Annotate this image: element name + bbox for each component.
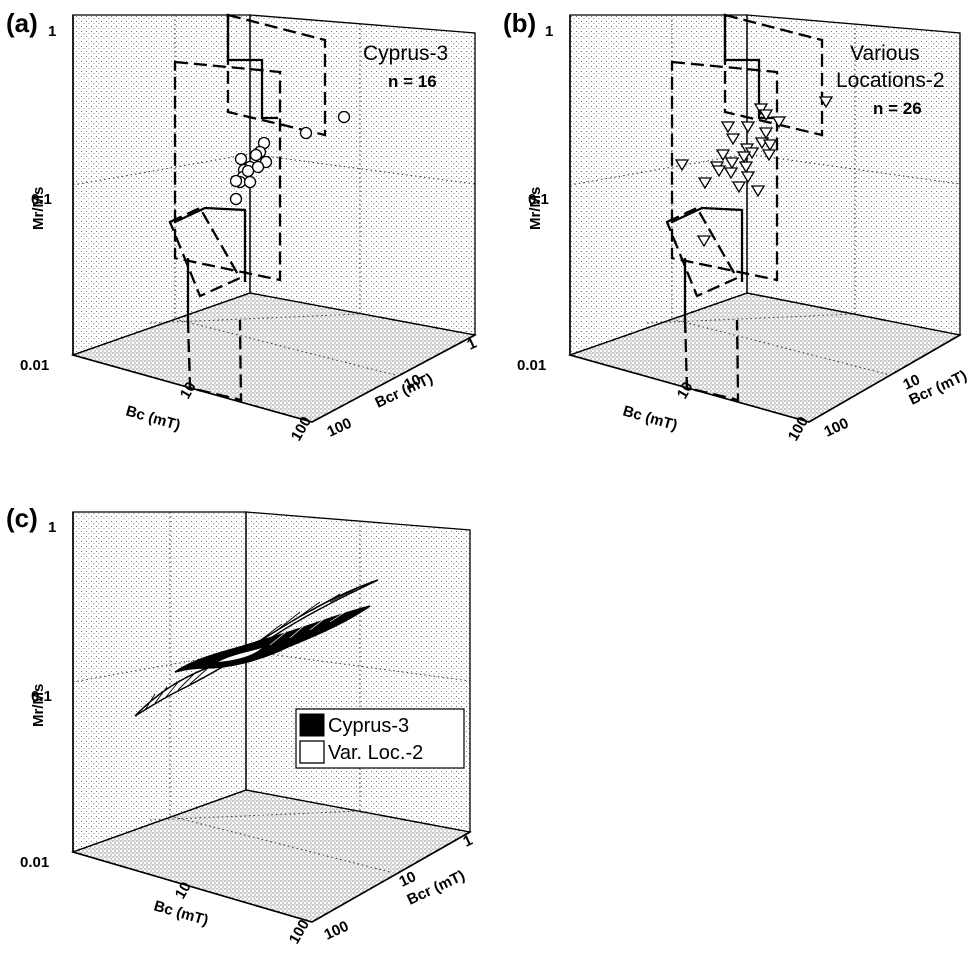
scatter-point [758, 109, 774, 122]
z-axis-label: Mr/Ms [30, 187, 47, 230]
scatter-point [674, 159, 690, 172]
scatter-point [725, 133, 741, 146]
scatter-point [738, 161, 754, 174]
panel-label: (b) [503, 8, 536, 38]
x-tick: 10 [172, 879, 195, 902]
scatter-point [299, 126, 313, 140]
legend-swatch [299, 740, 325, 764]
scatter-point [234, 152, 248, 166]
scatter-point [740, 171, 756, 184]
scatter-point [723, 167, 739, 180]
z-tick: 0.1 [31, 688, 52, 705]
y-tick: 1 [465, 335, 480, 354]
scatter-point [249, 148, 263, 162]
y-tick: 10 [402, 371, 424, 393]
scatter-point [771, 116, 787, 129]
annotation-title: Various [850, 42, 920, 65]
scatter-point [761, 149, 777, 162]
legend-label: Cyprus-3 [328, 715, 409, 737]
panel-b: (b) [503, 8, 970, 444]
x-axis-label: Bc (mT) [152, 898, 210, 930]
scatter-point [818, 96, 834, 109]
z-tick: 1 [48, 519, 56, 536]
z-tick: 1 [545, 23, 553, 40]
plot-box [567, 13, 962, 423]
scatter-point [715, 149, 731, 162]
scatter-point [720, 121, 736, 134]
scatter-point [697, 177, 713, 190]
panel-label: (a) [6, 8, 38, 38]
scatter-point [241, 164, 255, 178]
scatter-point [750, 185, 766, 198]
annotation-title: Cyprus-3 [363, 42, 448, 65]
surface-cyprus-3 [174, 605, 371, 673]
axis-labels: 1 0.1 0.01 Mr/Ms 10 Bc (mT) 1 10 100 100… [20, 519, 475, 947]
y-tick: 100 [322, 918, 352, 944]
panel-a: (a) [6, 8, 479, 444]
scatter-point [731, 181, 747, 194]
scatter-point [696, 235, 712, 248]
scatter-point [724, 157, 740, 170]
x-axis-label: Bc (mT) [124, 403, 182, 435]
y-tick: 100 [822, 415, 852, 441]
legend-label: Var. Loc.-2 [328, 742, 423, 764]
scatter-point [711, 165, 727, 178]
scatter-point [740, 121, 756, 134]
scatter-point [736, 151, 752, 164]
scatter-point [762, 139, 778, 152]
legend-swatch [299, 713, 325, 737]
annotation-n: n = 26 [873, 99, 922, 118]
scatter-point [337, 110, 351, 124]
scatter-point [251, 160, 265, 174]
z-axis-label: Mr/Ms [30, 684, 47, 727]
z-tick: 1 [48, 23, 56, 40]
scatter-point [758, 127, 774, 140]
y-tick: 1 [461, 832, 476, 851]
scatter-points [229, 110, 351, 206]
z-tick: 0.01 [20, 854, 49, 871]
panel-label: (c) [6, 503, 38, 533]
x-tick: 10 [177, 379, 200, 402]
plot-box [70, 13, 477, 423]
z-tick: 0.1 [528, 191, 549, 208]
z-tick: 0.01 [517, 357, 546, 374]
x-tick: 10 [674, 379, 697, 402]
scatter-point [229, 192, 243, 206]
scatter-point [243, 175, 257, 189]
legend: Cyprus-3 Var. Loc.-2 [295, 708, 465, 769]
z-axis-label: Mr/Ms [527, 187, 544, 230]
y-tick: 10 [901, 371, 923, 393]
annotation-n: n = 16 [388, 72, 437, 91]
annotation-title: Locations-2 [836, 69, 945, 92]
x-axis-label: Bc (mT) [621, 403, 679, 435]
z-tick: 0.01 [20, 357, 49, 374]
z-tick: 0.1 [31, 191, 52, 208]
y-tick: 100 [325, 415, 355, 441]
scatter-point [753, 103, 769, 116]
panel-c: (c) [6, 503, 475, 947]
y-tick: 10 [397, 868, 419, 890]
scatter-points [674, 96, 834, 248]
scatter-point [229, 174, 243, 188]
